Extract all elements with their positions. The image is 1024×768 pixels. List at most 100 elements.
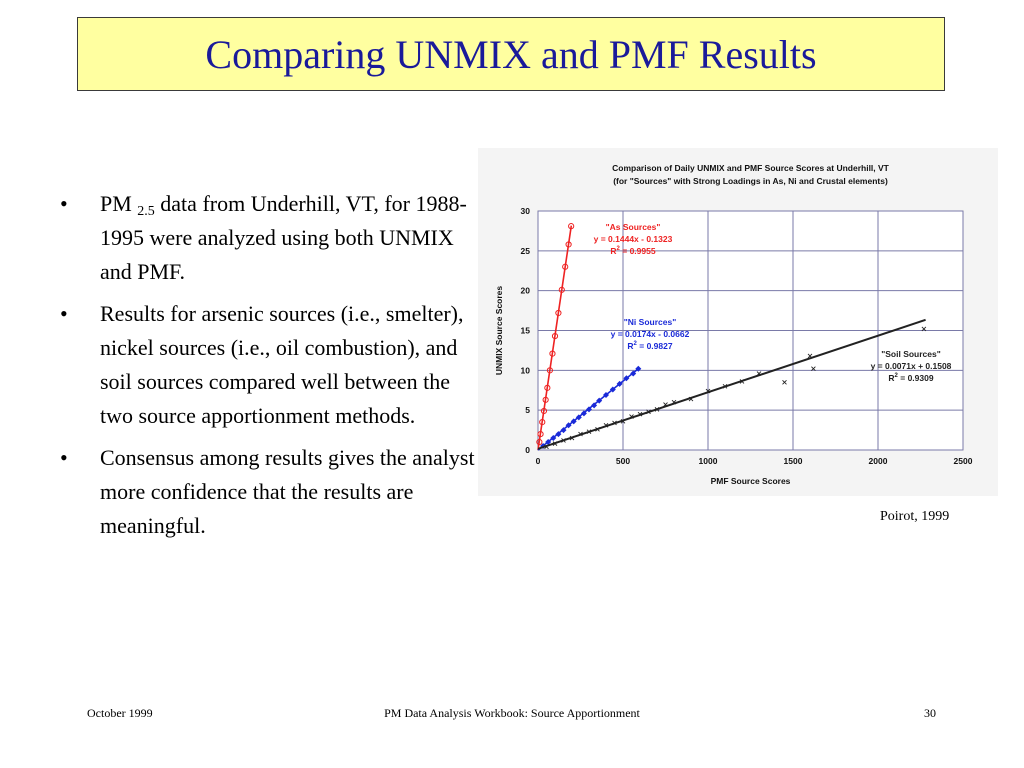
y-tick-label: 0 [525,445,530,455]
data-point [635,365,642,372]
x-tick-label: 2000 [869,456,888,466]
data-point [596,397,603,404]
chart-subtitle: (for "Sources" with Strong Loadings in A… [613,176,888,186]
x-tick-label: 1000 [699,456,718,466]
data-point [620,419,626,424]
data-point [555,431,562,438]
y-tick-label: 15 [521,326,531,336]
data-point [603,392,609,399]
data-point [555,309,562,317]
chart-title: Comparison of Daily UNMIX and PMF Source… [612,163,890,173]
data-point [688,396,694,402]
regression-equation: y = 0.1444x - 0.1323 [594,234,673,244]
data-point [551,332,559,340]
y-axis-label: UNMIX Source Scores [494,286,504,376]
data-point [549,350,556,357]
data-point [569,435,575,441]
bullet-marker: • [60,301,68,326]
x-tick-label: 2500 [954,456,973,466]
data-point [586,406,592,413]
data-point [546,367,554,374]
bullet-text-pm: PM [100,191,138,216]
bullet-item: • Results for arsenic sources (i.e., sme… [60,297,480,433]
data-point [544,444,549,450]
data-point [603,422,609,428]
r-squared-label: R2 = 0.9955 [610,246,655,256]
title-box: Comparing UNMIX and PMF Results [77,17,945,91]
r-squared-label: R2 = 0.9827 [627,341,672,351]
bullet-text: Consensus among results gives the analys… [100,445,475,538]
y-tick-label: 20 [521,286,531,296]
data-point [782,379,787,385]
data-point [565,422,572,429]
data-point [544,384,551,391]
data-point [671,399,677,405]
data-point [568,223,575,230]
data-point [637,411,643,417]
image-credit: Poirot, 1999 [880,509,950,524]
data-point [623,375,630,382]
bullet-text: Results for arsenic sources (i.e., smelt… [100,301,464,428]
data-point [575,414,582,421]
data-point [630,370,637,377]
y-tick-label: 30 [521,206,531,216]
y-tick-label: 25 [521,246,531,256]
bullet-marker: • [60,191,68,216]
data-point [646,409,651,415]
data-point [595,426,600,432]
y-tick-label: 5 [525,405,530,415]
data-point [663,402,668,407]
slide-title: Comparing UNMIX and PMF Results [205,31,817,77]
data-point [739,379,745,384]
bullet-subscript: 2.5 [137,204,155,219]
bullet-list: • PM 2.5 data from Underhill, VT, for 19… [60,187,480,551]
series-name-label: "As Sources" [606,222,661,232]
x-tick-label: 1500 [784,456,803,466]
data-point [591,402,598,409]
data-point [537,430,544,438]
chart-svg: 0 500 1000 1500 2000 2500 0 5 10 15 20 25 30 Comparis… [494,163,973,486]
data-point [536,438,543,446]
trendline [537,318,926,450]
data-point [705,388,711,394]
data-point [540,407,548,415]
x-tick-label: 0 [536,456,541,466]
r-squared-label: R2 = 0.9309 [888,373,933,383]
data-point [612,420,617,426]
data-point [722,383,728,389]
data-point [578,431,583,437]
x-axis-label: PMF Source Scores [711,476,791,486]
bullet-text-rest: data from Underhill, VT, for 1988-1995 w… [100,191,467,284]
data-point [552,441,558,446]
series-name-label: "Ni Sources" [624,317,676,327]
data-point [545,439,552,446]
y-tick-label: 10 [521,365,531,375]
data-point [580,410,587,417]
series-name-label: "Soil Sources" [881,349,941,359]
data-point [558,286,565,293]
data-point [550,435,557,442]
bullet-marker: • [60,445,68,470]
page-number: 30 [924,706,936,720]
data-point [570,418,577,425]
data-point [562,263,569,270]
bullet-item: • Consensus among results gives the anal… [60,441,480,543]
data-point [807,353,813,359]
data-point [560,427,567,434]
regression-equation: y = 0.0174x - 0.0662 [611,329,690,339]
data-point [565,241,572,248]
data-point [542,396,549,403]
data-point [609,386,616,393]
footer-date: October 1999 [87,706,153,720]
data-point [629,414,634,419]
trendline [537,225,573,451]
data-point [921,326,927,332]
data-point [616,380,623,387]
data-point [539,419,546,426]
scatter-chart: 0 500 1000 1500 2000 2500 0 5 10 15 20 25 30 Comparis… [478,148,998,496]
data-point [586,429,592,434]
data-point [654,407,660,412]
footer-title: PM Data Analysis Workbook: Source Apport… [384,706,640,720]
x-tick-label: 500 [616,456,630,466]
data-point [561,438,566,443]
